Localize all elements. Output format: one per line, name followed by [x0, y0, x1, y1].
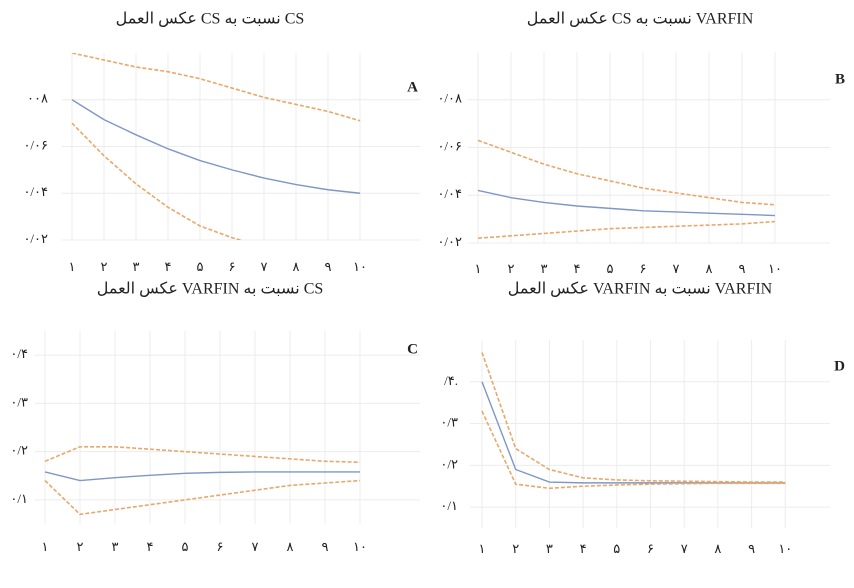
x-tick-label: ۴ — [574, 261, 581, 276]
x-tick-label: ۳ — [133, 259, 140, 274]
y-tick-label: ۰/۴ — [10, 346, 28, 361]
y-tick-label: ۰/۰۶ — [437, 138, 462, 153]
panel: عکس العمل CS نسبت به CS A ۰۰۸ ۰/۰۶ ۰/۰۴ ۰/۰۲ ۱… — [23, 11, 420, 274]
x-tick-label: ۳ — [541, 261, 548, 276]
series-line — [481, 352, 786, 483]
x-tick-label: ۹ — [322, 539, 329, 554]
x-tick-label: ۱۰ — [353, 539, 367, 554]
x-tick-label: ۲ — [508, 261, 515, 276]
x-tick-label: ۱ — [69, 259, 76, 274]
x-tick-label: ۹ — [739, 261, 746, 276]
x-tick-label: ۵ — [613, 541, 620, 556]
panel-letter: B — [835, 71, 845, 87]
chart-title: عکس العمل VARFIN نسبت به VARFIN — [508, 281, 773, 299]
x-tick-label: ۸ — [714, 541, 721, 556]
chart-title: عکس العمل CS نسبت به VARFIN — [527, 11, 754, 29]
x-tick-label: ۱۰ — [768, 261, 782, 276]
series-line — [71, 122, 243, 240]
x-tick-label: ۵ — [182, 539, 189, 554]
y-tick-label: ۰/۲ — [440, 456, 458, 471]
x-tick-label: ۷ — [261, 259, 268, 274]
y-tick-label: ۰/۰۲ — [437, 234, 462, 249]
y-tick-label: ۰/۰۸ — [437, 91, 462, 106]
y-tick-label: ۰/۳ — [10, 394, 28, 409]
panel-letter: A — [407, 79, 418, 95]
x-tick-label: ۱ — [479, 541, 486, 556]
series-line — [44, 446, 361, 464]
x-tick-label: ۲ — [77, 539, 84, 554]
x-tick-label: ۶ — [217, 539, 224, 554]
x-tick-label: ۸ — [706, 261, 713, 276]
series-line — [44, 479, 361, 516]
series-line — [44, 471, 360, 482]
chart-title: عکس العمل CS نسبت به CS — [116, 11, 305, 29]
series-line — [481, 410, 786, 490]
series-line — [477, 189, 776, 217]
y-tick-label: ۰/۱ — [440, 498, 458, 513]
series-line — [477, 220, 776, 240]
series-line — [71, 53, 361, 122]
x-tick-label: ۱ — [475, 261, 482, 276]
x-tick-label: ۶ — [229, 259, 236, 274]
y-tick-label: ۰۰۸ — [27, 91, 48, 106]
x-tick-label: ۱ — [42, 539, 49, 554]
y-tick-label: ۰/۰۴ — [437, 186, 462, 201]
panel: عکس العمل VARFIN نسبت به CS C ۰/۴ ۰/۳ ۰/۲ ۰/۱… — [10, 281, 420, 554]
x-tick-label: ۲ — [101, 259, 108, 274]
y-tick-label: ۰/۰۴ — [23, 184, 48, 199]
panel-letter: C — [407, 341, 418, 357]
x-tick-label: ۴ — [147, 539, 154, 554]
panel: عکس العمل CS نسبت به VARFIN B ۰/۰۸ ۰/۰۶ ۰/۰۴… — [437, 11, 845, 276]
chart-title: عکس العمل VARFIN نسبت به CS — [97, 281, 324, 299]
y-tick-label: ۰/۰۶ — [23, 137, 48, 152]
series-line — [481, 381, 786, 484]
x-tick-label: ۱۰ — [778, 541, 792, 556]
x-tick-label: ۴ — [580, 541, 587, 556]
x-tick-label: ۵ — [197, 259, 204, 274]
series-line — [71, 99, 361, 194]
x-tick-label: ۱۰ — [353, 259, 367, 274]
x-tick-label: ۷ — [252, 539, 259, 554]
y-tick-label: ۰/۱ — [10, 491, 28, 506]
x-tick-label: ۴ — [165, 259, 172, 274]
panel-letter: D — [834, 358, 845, 374]
x-tick-label: ۳ — [546, 541, 553, 556]
y-tick-label: ۰/۳ — [440, 415, 458, 430]
x-tick-label: ۷ — [681, 541, 688, 556]
x-tick-label: ۵ — [607, 261, 614, 276]
x-tick-label: ۳ — [112, 539, 119, 554]
y-tick-label: ۰/۰۲ — [23, 231, 48, 246]
x-tick-label: ۹ — [748, 541, 755, 556]
x-tick-label: ۷ — [673, 261, 680, 276]
x-tick-label: ۸ — [293, 259, 300, 274]
x-tick-label: ۸ — [287, 539, 294, 554]
x-tick-label: ۶ — [640, 261, 647, 276]
series-line — [477, 139, 776, 206]
y-tick-label: ۰/۲ — [10, 443, 28, 458]
panel: عکس العمل VARFIN نسبت به VARFIN D/۴. ۰/۳ ۰/… — [440, 281, 845, 556]
x-tick-label: ۲ — [512, 541, 519, 556]
x-tick-label: ۹ — [325, 259, 332, 274]
y-tick-label: /۴. — [444, 373, 458, 388]
x-tick-label: ۶ — [647, 541, 654, 556]
